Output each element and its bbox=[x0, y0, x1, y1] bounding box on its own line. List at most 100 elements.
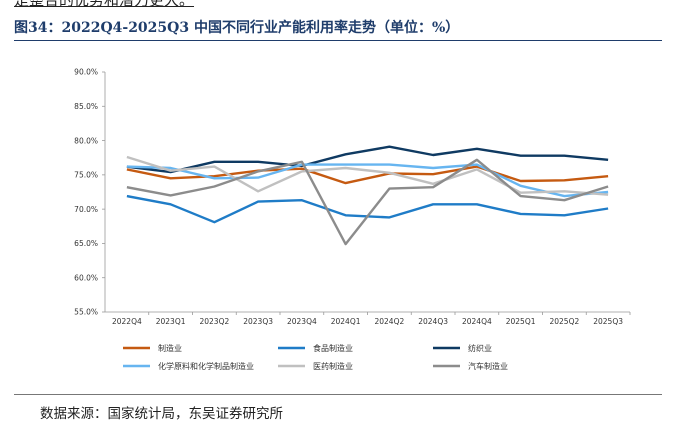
data-point bbox=[257, 201, 259, 203]
data-point bbox=[301, 199, 303, 201]
data-point bbox=[563, 190, 565, 192]
data-point bbox=[563, 214, 565, 216]
data-point bbox=[520, 195, 522, 197]
data-point bbox=[563, 179, 565, 181]
data-point bbox=[388, 146, 390, 148]
x-tick-label: 2023Q3 bbox=[243, 317, 273, 326]
series-line bbox=[126, 163, 609, 198]
data-point bbox=[607, 185, 609, 187]
legend-label: 化学原料和化学制品制造业 bbox=[158, 361, 254, 371]
data-point bbox=[345, 182, 347, 184]
data-point bbox=[257, 161, 259, 163]
cut-off-body-text: 是整合的优势和潜力更大。 bbox=[14, 0, 195, 9]
data-point bbox=[520, 185, 522, 187]
data-point bbox=[520, 155, 522, 157]
y-tick-label: 90.0% bbox=[74, 68, 98, 77]
data-point bbox=[432, 203, 434, 205]
data-point bbox=[607, 207, 609, 209]
data-point bbox=[301, 161, 303, 163]
data-point bbox=[607, 159, 609, 161]
series-line bbox=[126, 158, 609, 246]
data-point bbox=[607, 194, 609, 196]
data-point bbox=[388, 187, 390, 189]
data-point bbox=[345, 163, 347, 165]
data-point bbox=[432, 167, 434, 169]
x-tick-label: 2025Q3 bbox=[593, 317, 623, 326]
x-tick-label: 2023Q4 bbox=[287, 317, 317, 326]
legend-label: 汽车制造业 bbox=[468, 361, 508, 371]
data-point bbox=[170, 194, 172, 196]
y-tick-label: 75.0% bbox=[74, 171, 98, 180]
data-point bbox=[257, 190, 259, 192]
data-point bbox=[388, 216, 390, 218]
data-point bbox=[345, 214, 347, 216]
data-point bbox=[126, 156, 128, 158]
data-point bbox=[257, 177, 259, 179]
data-point bbox=[213, 221, 215, 223]
line-chart: 55.0% 60.0% 65.0% 70.0% 75.0% 80.0% 85.0% 90.0%… bbox=[74, 68, 631, 371]
data-point bbox=[520, 213, 522, 215]
y-tick-label: 70.0% bbox=[74, 205, 98, 214]
data-point bbox=[213, 161, 215, 163]
data-point bbox=[301, 170, 303, 172]
series-6 bbox=[126, 158, 609, 246]
data-point bbox=[563, 199, 565, 201]
series-line bbox=[126, 145, 609, 174]
y-tick-label: 80.0% bbox=[74, 136, 98, 145]
data-point bbox=[520, 180, 522, 182]
x-tick-label: 2025Q1 bbox=[506, 317, 536, 326]
data-point bbox=[607, 175, 609, 177]
series-3 bbox=[126, 145, 609, 174]
legend-item: 医药制造业 bbox=[278, 361, 353, 371]
data-point bbox=[563, 155, 565, 157]
data-point bbox=[126, 168, 128, 170]
y-tick-label: 65.0% bbox=[74, 239, 98, 248]
legend-label: 食品制造业 bbox=[313, 343, 353, 353]
data-point bbox=[213, 185, 215, 187]
data-point bbox=[170, 167, 172, 169]
data-point bbox=[388, 172, 390, 174]
legend-item: 汽车制造业 bbox=[433, 361, 508, 371]
data-point bbox=[563, 195, 565, 197]
source-divider bbox=[14, 394, 662, 395]
data-point bbox=[301, 168, 303, 170]
data-point bbox=[345, 167, 347, 169]
data-point bbox=[520, 192, 522, 194]
legend-item: 纺织业 bbox=[433, 343, 492, 353]
series-4 bbox=[126, 163, 609, 198]
x-tick-label: 2024Q3 bbox=[418, 317, 448, 326]
legend-item: 食品制造业 bbox=[278, 343, 353, 353]
data-point bbox=[432, 183, 434, 185]
legend-label: 纺织业 bbox=[468, 343, 492, 353]
x-tick-label: 2023Q2 bbox=[199, 317, 229, 326]
y-tick-label: 60.0% bbox=[74, 273, 98, 282]
data-point bbox=[213, 177, 215, 179]
data-point bbox=[170, 177, 172, 179]
x-tick-label: 2024Q2 bbox=[374, 317, 404, 326]
data-point bbox=[388, 163, 390, 165]
legend-label: 医药制造业 bbox=[313, 361, 353, 371]
series-2 bbox=[126, 194, 609, 224]
data-point bbox=[126, 166, 128, 168]
data-point bbox=[345, 153, 347, 155]
data-point bbox=[345, 243, 347, 245]
figure-title: 图34：2022Q4-2025Q3 中国不同行业产能利用率走势（单位：%） bbox=[14, 20, 460, 36]
legend-item: 化学原料和化学制品制造业 bbox=[123, 361, 254, 371]
series-5 bbox=[126, 155, 609, 196]
x-tick-label: 2024Q4 bbox=[462, 317, 492, 326]
x-tick-label: 2024Q1 bbox=[331, 317, 361, 326]
data-point bbox=[432, 154, 434, 156]
series-line bbox=[126, 155, 609, 196]
x-tick-label: 2022Q4 bbox=[112, 317, 142, 326]
legend-item: 制造业 bbox=[123, 343, 182, 353]
data-point bbox=[126, 186, 128, 188]
legend-label: 制造业 bbox=[158, 343, 182, 353]
y-tick-label: 55.0% bbox=[74, 308, 98, 317]
data-point bbox=[476, 203, 478, 205]
data-point bbox=[257, 170, 259, 172]
title-divider bbox=[14, 40, 662, 41]
data-point bbox=[476, 159, 478, 161]
data-point bbox=[607, 191, 609, 193]
data-source: 数据来源：国家统计局，东吴证券研究所 bbox=[40, 406, 283, 422]
x-tick-label: 2025Q2 bbox=[549, 317, 579, 326]
